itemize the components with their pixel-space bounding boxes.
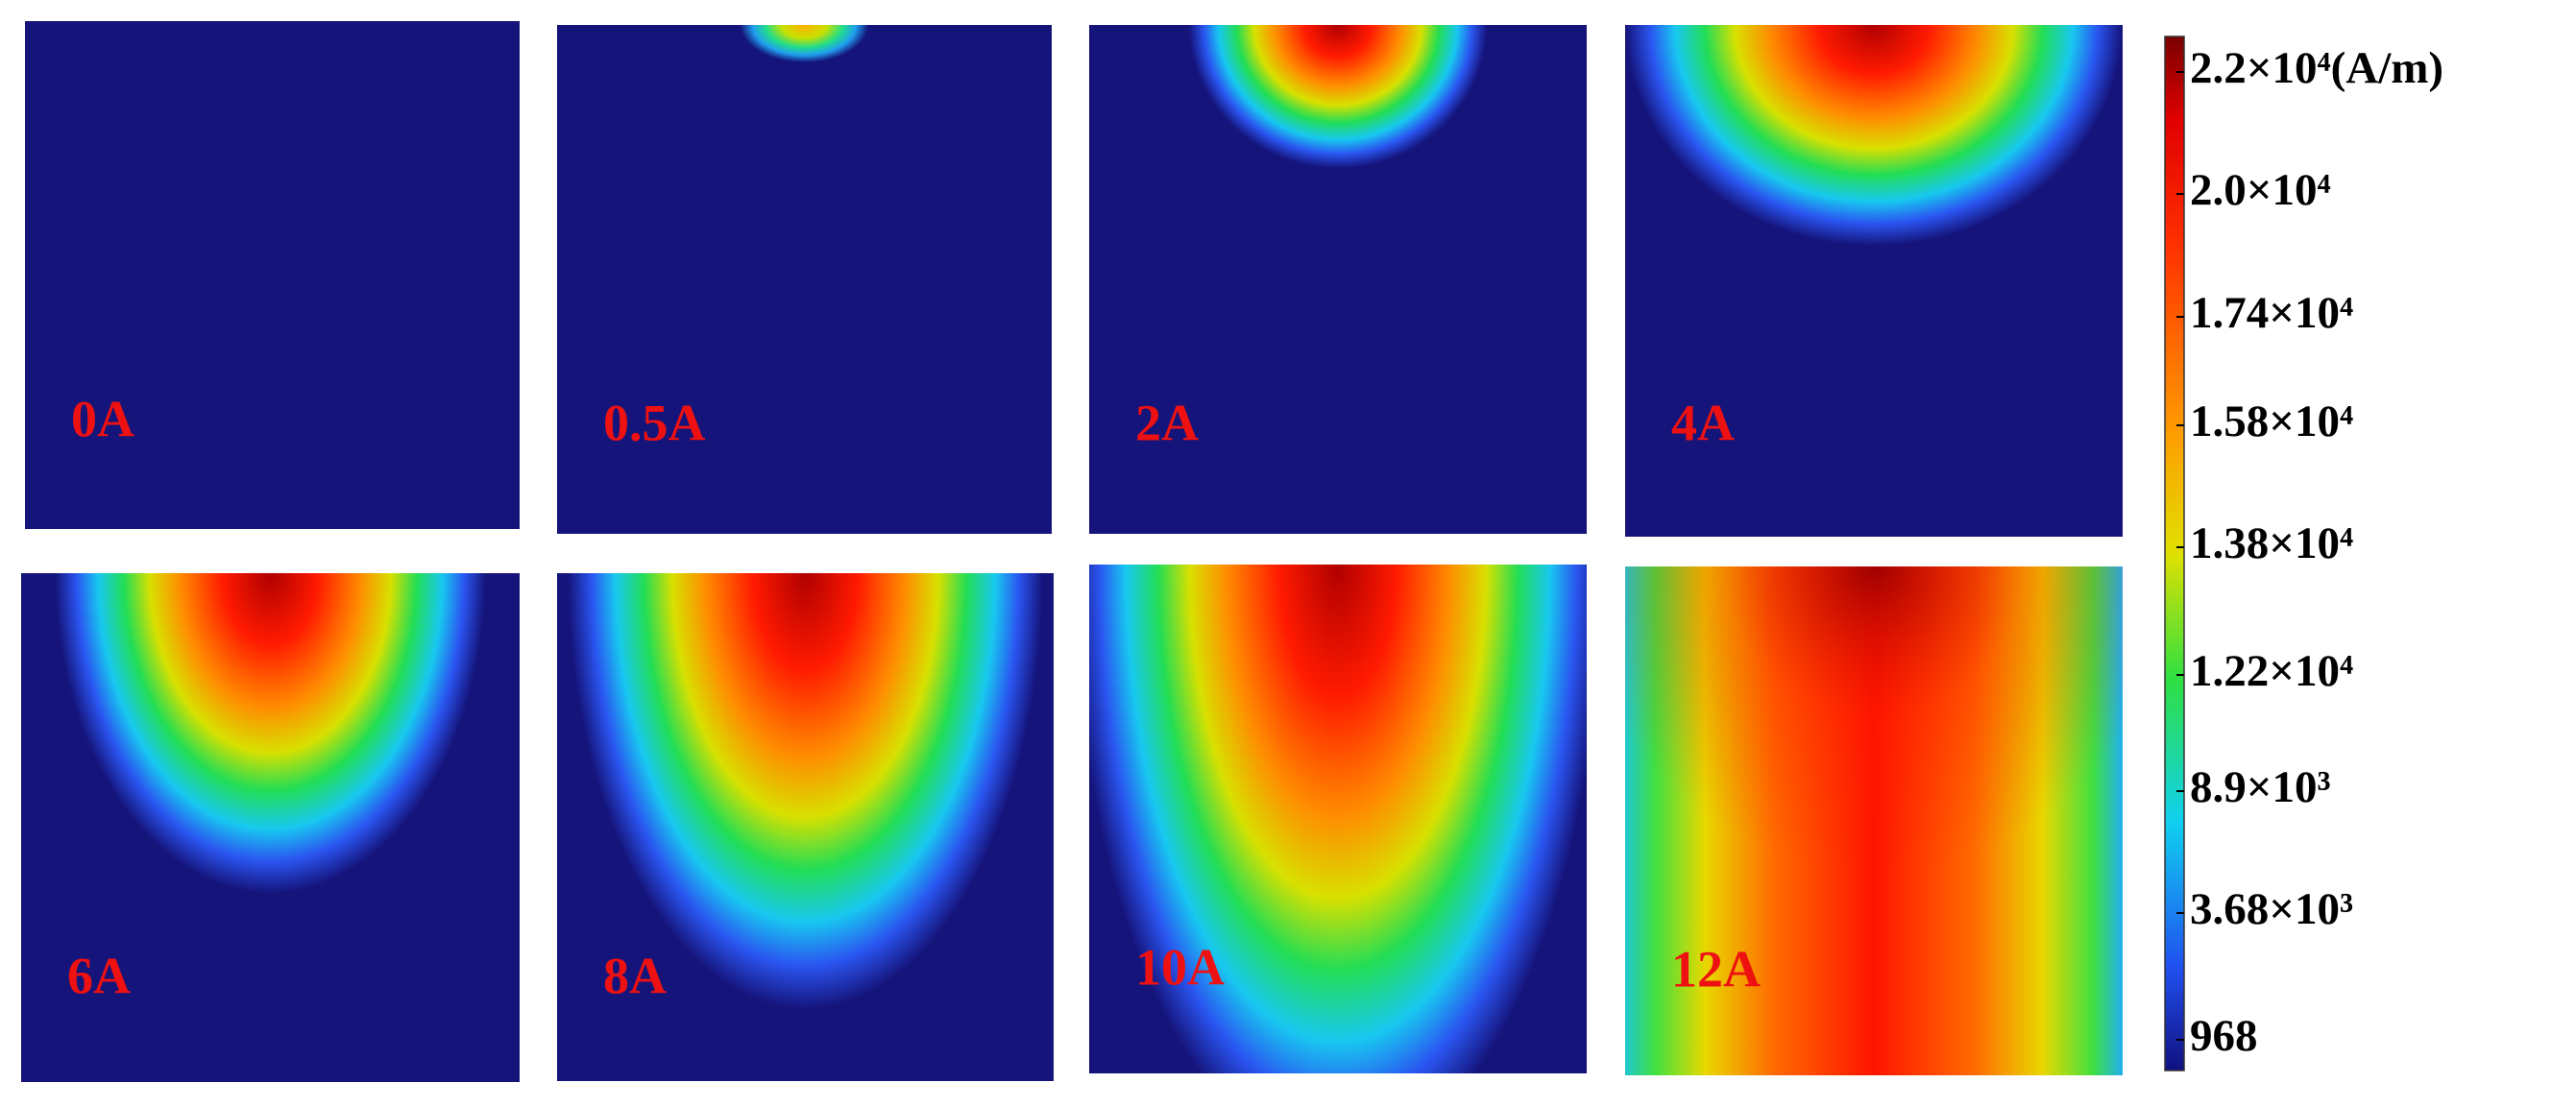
field-plume [568,573,1043,1010]
panel-label: 4A [1671,394,1735,451]
field-plume [1089,565,1587,1073]
colorbar-label: 8.9×10³ [2190,762,2331,812]
colorbar-label: 3.68×10³ [2190,884,2353,934]
colorbar-label: 2.0×10⁴ [2190,165,2331,215]
panel [21,573,520,1082]
panel-label: 0A [71,390,134,447]
field-plume [1625,25,2123,246]
panel [1625,566,2123,1075]
colorbar [2164,36,2185,1071]
panel-label: 0.5A [603,394,706,451]
colorbar-label: 1.22×10⁴ [2190,646,2353,696]
colorbar-label: 1.74×10⁴ [2190,288,2353,338]
field-core [1625,566,2123,1075]
panel [1625,25,2123,537]
field-plume [1188,25,1488,169]
panel [557,573,1054,1081]
field-plume [740,25,869,63]
colorbar-label: 1.38×10⁴ [2190,518,2353,568]
colorbar-label: 1.58×10⁴ [2190,397,2353,446]
field-plume [55,573,486,894]
panel-label: 8A [603,947,667,1004]
panel-label: 2A [1135,394,1199,451]
panel [1089,25,1587,534]
colorbar-label: 2.2×10⁴(A/m) [2190,43,2443,93]
colorbar-label: 968 [2190,1011,2258,1061]
panel-background [25,21,520,529]
panel-label: 6A [67,947,131,1004]
panel [1089,565,1587,1073]
panel [25,21,520,529]
panel-label: 10A [1135,938,1225,996]
panel [557,25,1052,534]
panel-label: 12A [1671,940,1761,998]
panel-background [557,25,1052,534]
